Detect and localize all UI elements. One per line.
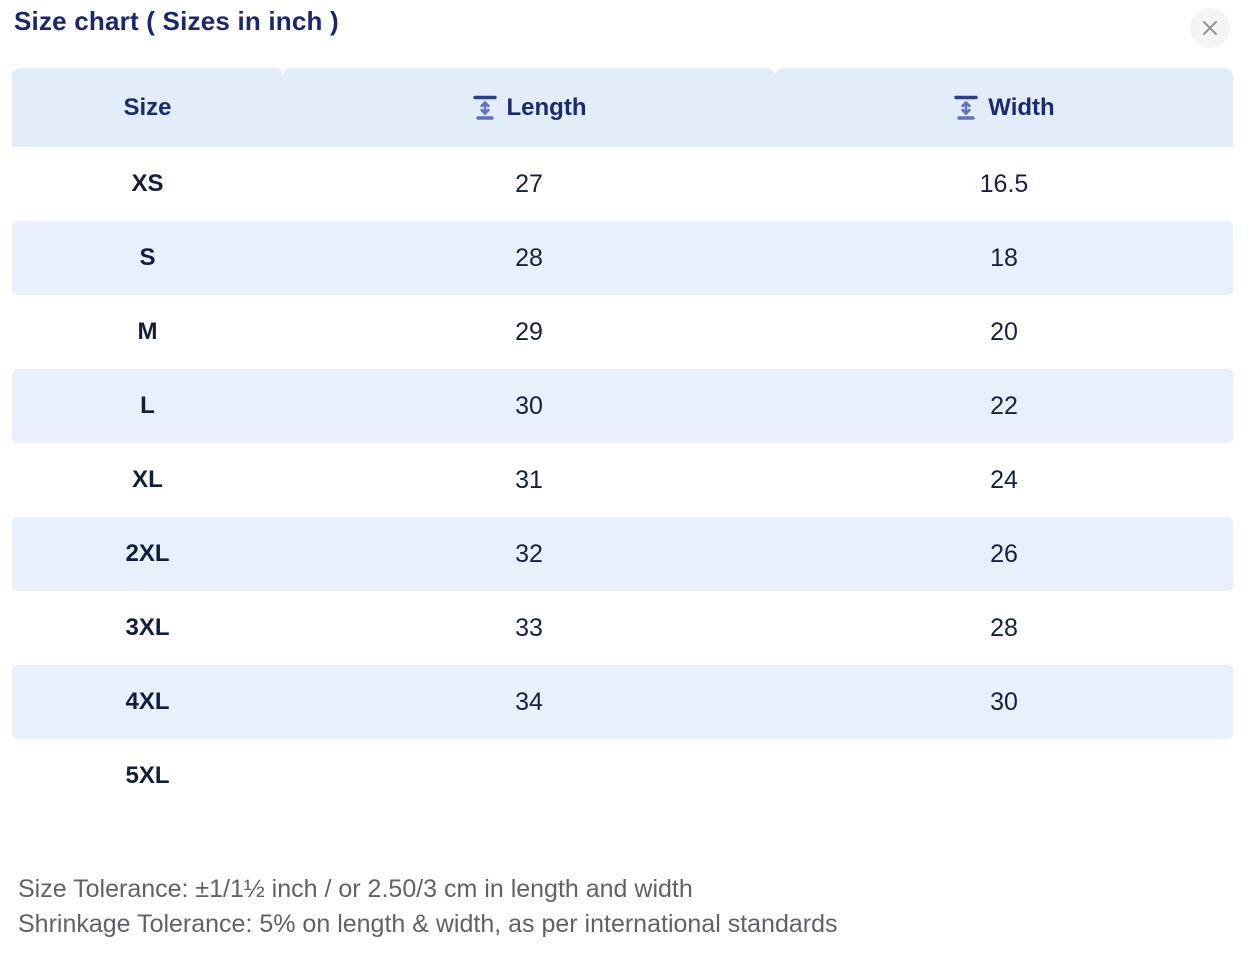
length-cell: 27 [515,169,543,198]
table-row: 3XL 33 28 [12,591,1233,665]
length-cell: 32 [515,539,543,568]
column-header-width: Width [775,68,1233,147]
length-cell: 31 [515,465,543,494]
close-button[interactable] [1190,8,1230,48]
table-row: S 28 18 [12,221,1233,295]
size-cell: 5XL [125,762,170,789]
table-row: 5XL [12,739,1233,813]
size-cell: L [140,392,155,419]
length-cell: 30 [515,391,543,420]
column-header-size: Size [12,68,283,147]
close-icon [1200,18,1220,38]
column-header-length: Length [283,68,775,147]
size-cell: S [139,244,156,271]
height-measure-icon [472,93,498,122]
width-cell: 30 [990,687,1018,716]
width-cell: 22 [990,391,1018,420]
table-row: M 29 20 [12,295,1233,369]
width-cell: 28 [990,613,1018,642]
column-header-width-label: Width [988,93,1055,121]
size-cell: XS [131,170,164,197]
table-row: 2XL 32 26 [12,517,1233,591]
column-header-size-label: Size [123,93,172,121]
length-cell: 34 [515,687,543,716]
size-table: Size Length [12,68,1233,813]
height-measure-icon [953,93,979,122]
size-tolerance-note: Size Tolerance: ±1/1½ inch / or 2.50/3 c… [18,875,693,903]
table-row: XL 31 24 [12,443,1233,517]
size-cell: 3XL [125,614,170,641]
table-row: L 30 22 [12,369,1233,443]
width-cell: 18 [990,243,1018,272]
size-cell: 2XL [125,540,170,567]
length-cell: 29 [515,317,543,346]
size-cell: M [137,318,158,345]
width-cell: 16.5 [979,169,1029,198]
shrinkage-tolerance-note: Shrinkage Tolerance: 5% on length & widt… [18,910,838,938]
table-header-row: Size Length [12,68,1233,147]
page-title: Size chart ( Sizes in inch ) [14,6,339,36]
width-cell: 24 [990,465,1018,494]
width-cell: 26 [990,539,1018,568]
length-cell: 33 [515,613,543,642]
size-cell: 4XL [125,688,170,715]
column-header-length-label: Length [506,93,587,121]
length-cell: 28 [515,243,543,272]
table-row: XS 27 16.5 [12,147,1233,221]
tolerance-notes: Size Tolerance: ±1/1½ inch / or 2.50/3 c… [18,872,838,942]
width-cell: 20 [990,317,1018,346]
size-cell: XL [132,466,163,493]
table-row: 4XL 34 30 [12,665,1233,739]
